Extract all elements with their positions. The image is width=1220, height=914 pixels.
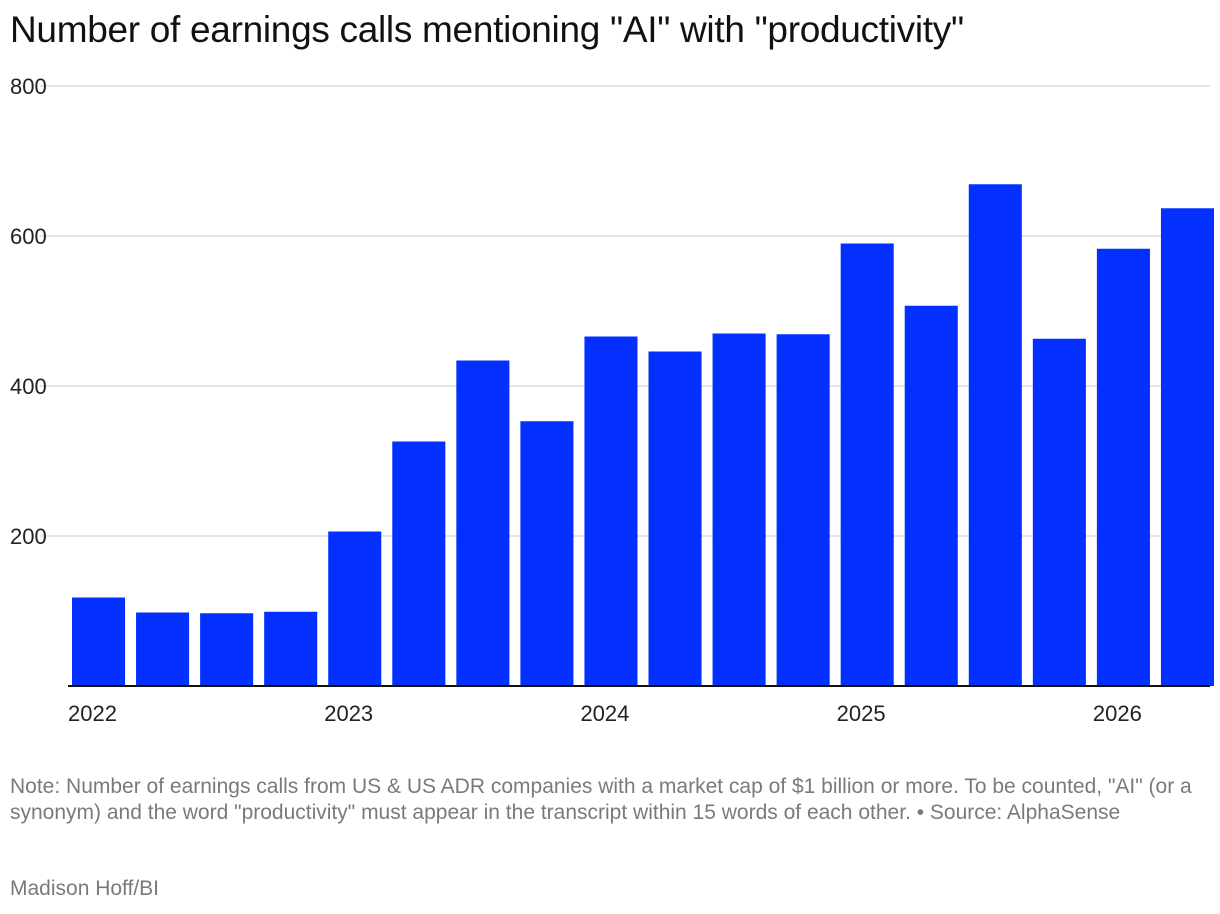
x-tick-label-2022: 2022	[68, 701, 117, 726]
bar-chart: 200 400 600 800 2022 2023 2024 2025 2026	[10, 74, 1214, 726]
y-tick-label-400: 400	[10, 374, 47, 399]
bar-2023-q1	[328, 531, 382, 686]
bar-2023-q2	[392, 441, 446, 686]
bar-2025-q3	[968, 184, 1022, 686]
bar-2024-q2	[648, 351, 702, 686]
bar-2024-q1	[584, 336, 638, 686]
bar-2023-q4	[520, 421, 574, 686]
x-axis-tick-labels: 2022 2023 2024 2025 2026	[68, 701, 1142, 726]
bar-2022-q3	[200, 613, 254, 686]
bar-2024-q3	[712, 333, 766, 686]
bar-2022-q2	[136, 612, 190, 686]
chart-note: Note: Number of earnings calls from US &…	[10, 775, 1192, 824]
x-tick-label-2024: 2024	[580, 701, 629, 726]
bar-2025-q4	[1032, 338, 1086, 686]
y-axis-tick-labels: 200 400 600 800	[10, 74, 47, 549]
bar-2026-q1	[1096, 248, 1150, 686]
x-tick-label-2026: 2026	[1093, 701, 1142, 726]
x-tick-label-2023: 2023	[324, 701, 373, 726]
bar-2025-q2	[904, 305, 958, 686]
x-tick-label-2025: 2025	[837, 701, 886, 726]
y-tick-label-800: 800	[10, 74, 47, 99]
bar-2022-q4	[264, 611, 318, 686]
bar-2022-q1	[72, 597, 126, 686]
y-tick-label-600: 600	[10, 224, 47, 249]
bar-2026-q2	[1160, 208, 1214, 686]
bar-2023-q3	[456, 360, 510, 686]
chart-byline: Madison Hoff/BI	[10, 877, 160, 900]
chart-title: Number of earnings calls mentioning "AI"…	[10, 9, 964, 50]
y-tick-label-200: 200	[10, 524, 47, 549]
bar-2025-q1	[840, 243, 894, 686]
bar-2024-q4	[776, 334, 830, 686]
bars	[72, 184, 1214, 686]
